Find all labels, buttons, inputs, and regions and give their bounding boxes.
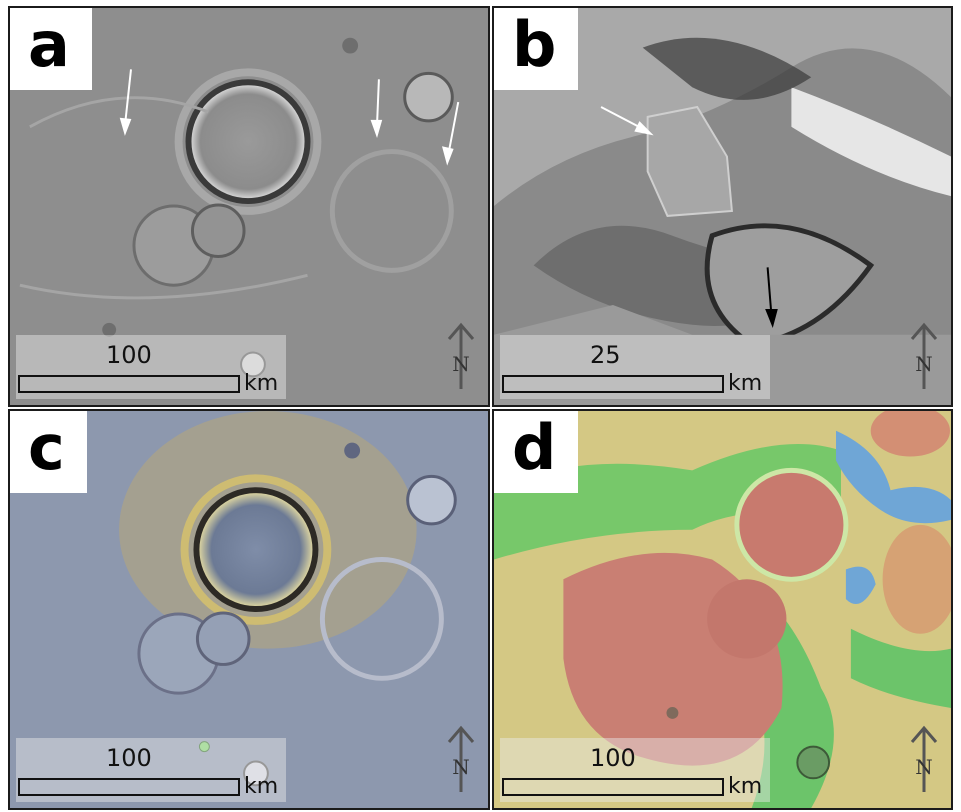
arrow-white [600,106,654,136]
north-arrow-icon: N [910,322,938,389]
scale-bar-group: 100 km [500,738,770,802]
panel-label: a [10,8,92,90]
scale-value: 25 [590,341,621,369]
panel-c: c 100 km N [8,409,490,810]
scale-bar-group: 100 km [16,335,286,399]
scale-unit: km [728,371,763,396]
panel-label: d [494,411,579,493]
scale-value: 100 [106,341,152,369]
scale-bar-group: 25 km [500,335,770,399]
panel-c-image [10,411,488,808]
scale-bar-group: 100 km [16,738,286,802]
panel-label: c [10,411,87,493]
scale-unit: km [244,774,279,799]
scale-value: 100 [590,744,636,772]
panel-d: d 100 km N [492,409,953,810]
scale-bar [18,375,240,393]
arrow-1 [119,69,132,136]
arrow-3 [441,101,460,166]
north-arrow-icon: N [447,322,475,389]
north-label: N [452,352,470,376]
north-arrow-icon: N [447,725,475,792]
scale-unit: km [244,371,279,396]
arrow-black [765,267,778,328]
scale-bar [502,375,724,393]
panel-a-image [10,8,488,405]
arrow-2 [370,79,383,138]
north-label: N [915,755,933,779]
scale-value: 100 [106,744,152,772]
panel-b-image [494,8,951,405]
north-arrow-icon: N [910,725,938,792]
scale-bar [18,778,240,796]
north-label: N [452,755,470,779]
panel-label: b [494,8,579,90]
panel-a: a 100 km N [8,6,490,407]
scale-unit: km [728,774,763,799]
north-label: N [915,352,933,376]
panel-b: b 25 km N [492,6,953,407]
scale-bar [502,778,724,796]
panel-d-image [494,411,951,808]
